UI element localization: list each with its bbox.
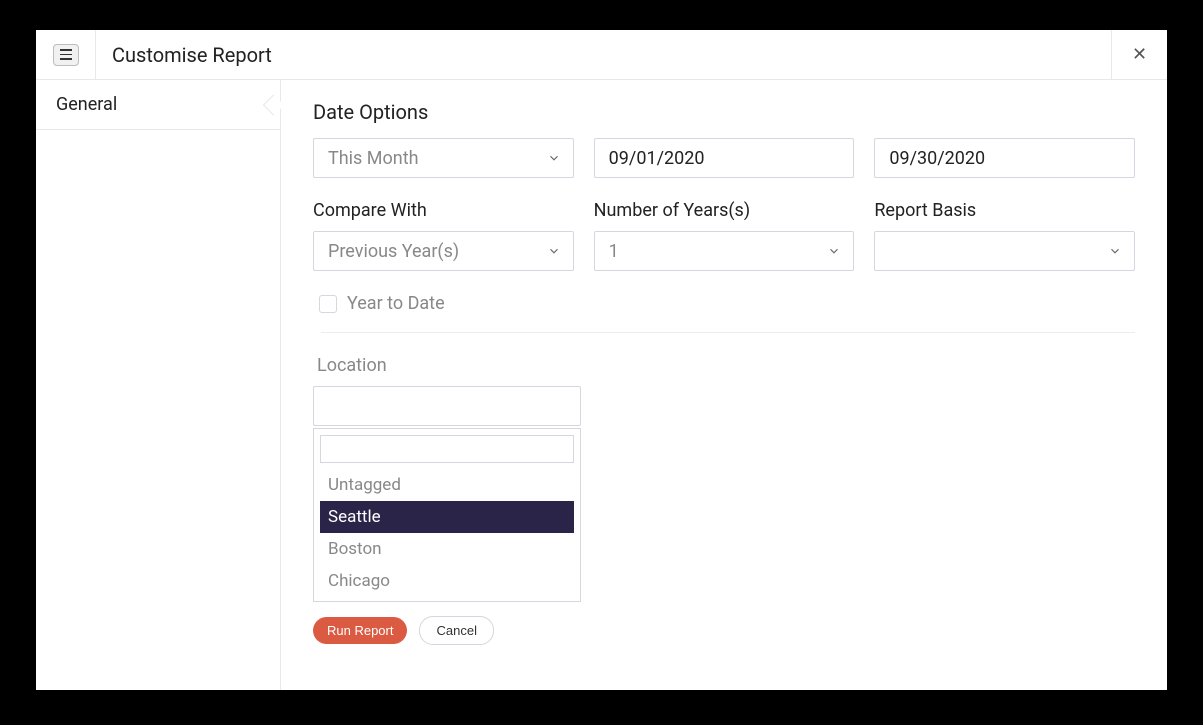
year-to-date-row: Year to Date: [313, 293, 1135, 314]
report-basis-label: Report Basis: [874, 200, 1135, 221]
footer-buttons: Run Report Cancel: [313, 616, 1135, 645]
chevron-down-icon: [1108, 244, 1122, 258]
location-option-chicago[interactable]: Chicago: [320, 565, 574, 597]
dialog-body: General Date Options This Month 09/01/20…: [36, 80, 1167, 690]
number-of-years-value: 1: [609, 241, 619, 262]
location-option-seattle[interactable]: Seattle: [320, 501, 574, 533]
close-button-wrap: ✕: [1111, 30, 1167, 79]
location-option-untagged[interactable]: Untagged: [320, 469, 574, 501]
dialog-title: Customise Report: [96, 43, 1111, 67]
date-range-preset-value: This Month: [328, 148, 419, 169]
number-of-years-select[interactable]: 1: [594, 231, 855, 271]
sidebar-item-general[interactable]: General: [36, 80, 280, 130]
report-basis-select[interactable]: [874, 231, 1135, 271]
cancel-button[interactable]: Cancel: [419, 616, 493, 645]
year-to-date-checkbox[interactable]: [319, 295, 337, 313]
date-range-preset-select[interactable]: This Month: [313, 138, 574, 178]
location-dropdown: Untagged Seattle Boston Chicago: [313, 428, 581, 602]
end-date-value: 09/30/2020: [889, 148, 985, 169]
date-options-row: This Month 09/01/2020 09/30/2020: [313, 138, 1135, 178]
sidebar: General: [36, 80, 281, 690]
location-label: Location: [313, 355, 1135, 376]
location-option-boston[interactable]: Boston: [320, 533, 574, 565]
menu-icon[interactable]: [53, 44, 79, 66]
chevron-down-icon: [547, 244, 561, 258]
end-date-input[interactable]: 09/30/2020: [874, 138, 1135, 178]
main-panel: Date Options This Month 09/01/2020: [281, 80, 1167, 690]
run-report-button[interactable]: Run Report: [313, 617, 407, 644]
divider: [321, 332, 1135, 333]
sidebar-item-label: General: [56, 94, 117, 115]
customise-report-dialog: Customise Report ✕ General Date Options …: [36, 30, 1167, 690]
date-options-label: Date Options: [313, 100, 1135, 124]
start-date-value: 09/01/2020: [609, 148, 705, 169]
close-icon[interactable]: ✕: [1132, 46, 1147, 64]
chevron-down-icon: [547, 151, 561, 165]
year-to-date-label: Year to Date: [347, 293, 445, 314]
compare-with-select[interactable]: Previous Year(s): [313, 231, 574, 271]
start-date-input[interactable]: 09/01/2020: [594, 138, 855, 178]
chevron-down-icon: [827, 244, 841, 258]
location-input[interactable]: [313, 386, 581, 426]
compare-with-value: Previous Year(s): [328, 241, 459, 262]
dialog-header: Customise Report ✕: [36, 30, 1167, 80]
compare-with-label: Compare With: [313, 200, 574, 221]
location-dropdown-search[interactable]: [320, 435, 574, 463]
compare-row: Compare With Previous Year(s) Number of …: [313, 200, 1135, 271]
menu-button-wrap: [36, 30, 96, 79]
number-of-years-label: Number of Years(s): [594, 200, 855, 221]
